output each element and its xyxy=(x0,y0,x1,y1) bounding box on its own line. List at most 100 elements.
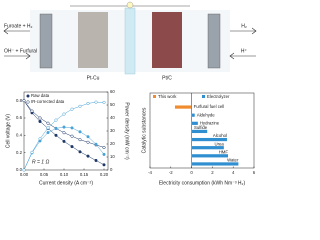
label: OH⁻ + Furfural xyxy=(4,48,37,54)
label: Pt/C xyxy=(162,75,172,81)
y-tick-label: 0.0 xyxy=(16,167,23,172)
bar xyxy=(191,162,239,166)
label: H₂ xyxy=(241,23,247,29)
data-point xyxy=(30,109,34,113)
x-tick-label: 4 xyxy=(232,170,235,175)
y-tick-label: 0.6 xyxy=(16,115,23,120)
label: Pt-Cu xyxy=(87,75,100,81)
data-point xyxy=(38,137,42,141)
y-tick-label: 0.4 xyxy=(16,132,23,137)
arrow xyxy=(229,52,256,60)
cathode-catalyst xyxy=(152,12,182,68)
data-point xyxy=(22,168,26,172)
category-label: Urea xyxy=(215,141,225,146)
data-point xyxy=(30,150,34,154)
y-axis-title: Catalytic substances xyxy=(141,107,147,153)
x-tick-label: 0.15 xyxy=(80,172,89,177)
data-point xyxy=(54,126,58,130)
arrow xyxy=(4,52,31,60)
x-tick-label: -2 xyxy=(169,170,173,175)
label: H⁺ xyxy=(241,48,248,54)
data-point xyxy=(38,116,42,120)
category-label: Sulfide xyxy=(194,125,208,130)
data-point xyxy=(94,158,98,163)
data-point xyxy=(102,145,106,150)
data-point xyxy=(22,99,26,103)
legend-label: IR-corrected data xyxy=(31,99,65,104)
y2-axis-title: Power density (mW cm⁻²) xyxy=(124,102,130,160)
data-point xyxy=(70,126,74,130)
y2-tick-label: 60 xyxy=(110,89,115,94)
category-label: Hydrazine xyxy=(200,120,220,125)
legend-label: This work xyxy=(158,94,177,99)
data-point xyxy=(70,134,74,138)
x-tick-label: 2 xyxy=(211,170,214,175)
data-point xyxy=(70,107,74,111)
legend-marker xyxy=(26,94,30,98)
schematic: Furoate + H₂ OH⁻ + Furfural Pt-Cu Pt/C H… xyxy=(3,1,257,81)
x-tick-label: 0 xyxy=(190,170,193,175)
x-tick-label: 6 xyxy=(253,170,256,175)
data-point xyxy=(102,152,106,156)
category-label: Water xyxy=(227,158,239,163)
x-axis-title: Current density (A cm⁻²) xyxy=(39,180,93,186)
legend-label: Raw data xyxy=(31,93,50,98)
bulb xyxy=(126,1,134,9)
x-tick-label: 0.10 xyxy=(60,172,69,177)
bar xyxy=(191,113,195,117)
data-point xyxy=(78,150,82,154)
y2-tick-label: 50 xyxy=(110,102,115,107)
category-label: HMF xyxy=(219,149,229,154)
data-point xyxy=(86,135,90,139)
bar xyxy=(191,121,198,125)
bar xyxy=(191,154,228,158)
category-label: Furfural fuel cell xyxy=(194,104,225,109)
x-tick-label: 0.05 xyxy=(40,172,49,177)
x-axis-title: Electricity consumption (kWh Nm⁻³ H₂) xyxy=(159,180,246,186)
legend-label: Electrolyzer xyxy=(207,94,230,99)
legend-swatch xyxy=(153,95,156,98)
data-point xyxy=(54,133,58,137)
data-point xyxy=(38,119,42,124)
data-point xyxy=(46,121,50,125)
data-point xyxy=(62,125,66,129)
label: Furoate + H₂ xyxy=(4,23,33,29)
category-label: Aldehyde xyxy=(197,112,216,117)
membrane xyxy=(124,7,136,75)
bar xyxy=(191,137,227,142)
legend-marker xyxy=(26,100,30,104)
bar xyxy=(191,129,208,134)
data-point xyxy=(86,154,90,158)
legend-swatch xyxy=(202,95,205,98)
y-axis-title: Cell voltage (V) xyxy=(5,114,11,149)
data-point xyxy=(62,131,66,135)
data-point xyxy=(78,138,82,142)
data-point xyxy=(62,112,66,116)
data-point xyxy=(94,142,98,146)
data-point xyxy=(62,139,66,143)
y2-tick-label: 0 xyxy=(110,167,113,172)
data-point xyxy=(46,131,50,135)
y2-tick-label: 30 xyxy=(110,128,115,133)
plot-frame xyxy=(149,92,255,169)
y2-tick-label: 10 xyxy=(110,154,115,159)
data-point xyxy=(102,100,106,104)
bar xyxy=(174,105,192,109)
data-point xyxy=(46,126,50,130)
bar xyxy=(191,146,224,150)
data-point xyxy=(54,118,58,122)
x-tick-label: -4 xyxy=(148,170,152,175)
figure: Furoate + H₂ OH⁻ + Furfural Pt-Cu Pt/C H… xyxy=(3,1,257,186)
data-point xyxy=(70,145,74,149)
annotation: R = 1 Ω xyxy=(32,159,49,165)
data-point xyxy=(102,163,106,167)
category-label: Alcohol xyxy=(213,133,227,138)
arrow xyxy=(3,27,30,35)
y2-tick-label: 40 xyxy=(110,115,115,120)
end-plate xyxy=(207,13,221,69)
anode-catalyst xyxy=(78,12,108,68)
y-tick-label: 0.8 xyxy=(16,98,23,103)
data-point xyxy=(86,140,90,144)
data-point xyxy=(78,130,82,134)
x-tick-label: 0.00 xyxy=(20,172,29,177)
